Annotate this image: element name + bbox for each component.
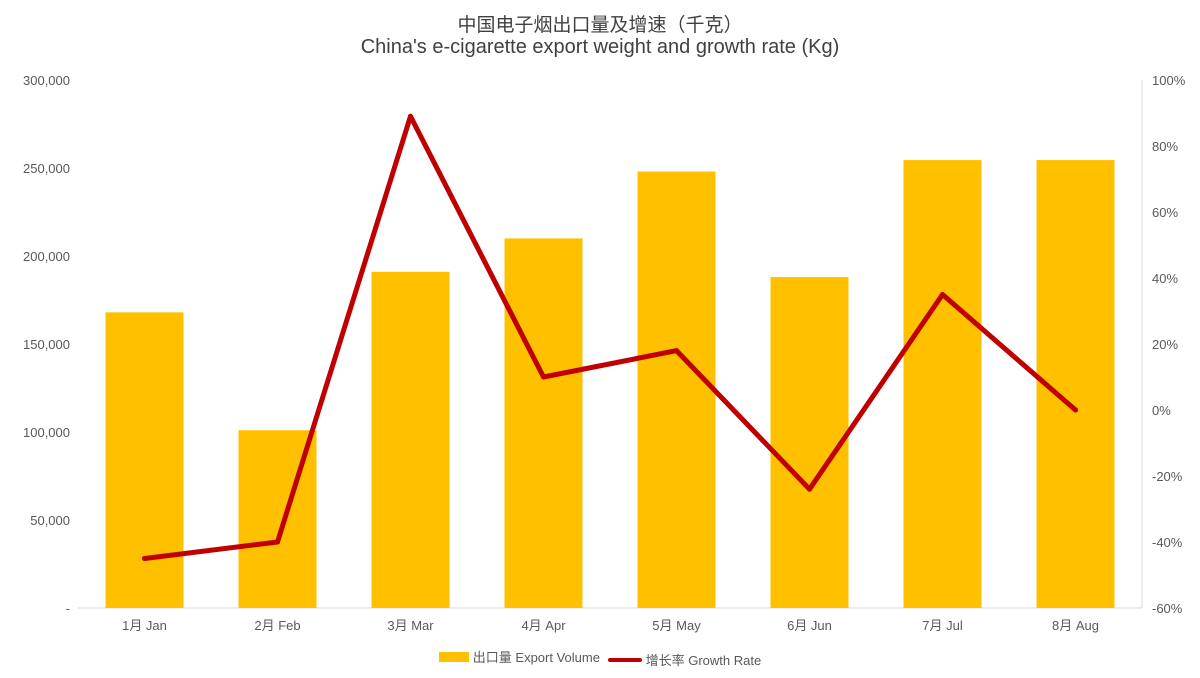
right-tick-label: 100%	[1152, 73, 1186, 88]
right-tick-label: 60%	[1152, 205, 1178, 220]
left-tick-label: 250,000	[23, 161, 70, 176]
point-growth-rate	[807, 486, 812, 492]
chart-title-en: China's e-cigarette export weight and gr…	[360, 36, 840, 58]
right-tick-label: 0%	[1152, 403, 1171, 418]
point-growth-rate	[275, 539, 280, 545]
right-tick-label: -40%	[1152, 535, 1183, 550]
x-tick-label: 7月 Jul	[922, 618, 963, 633]
right-tick-label: -20%	[1152, 469, 1183, 484]
right-tick-label: 80%	[1152, 139, 1178, 154]
bar-export-volume	[1036, 160, 1115, 608]
bar-export-volume	[903, 160, 982, 608]
legend: 出口量 Export Volume 增长率 Growth Rate	[0, 647, 1200, 669]
bar-export-volume	[371, 271, 450, 608]
x-tick-label: 4月 Apr	[521, 618, 566, 633]
legend-swatch-bar	[438, 651, 469, 662]
legend-item-export-volume: 出口量 Export Volume	[438, 647, 600, 666]
legend-label-growth-rate: 增长率 Growth Rate	[645, 653, 762, 668]
x-tick-label: 3月 Mar	[387, 618, 434, 633]
bar-export-volume	[504, 238, 583, 608]
right-tick-label: -60%	[1152, 601, 1183, 616]
x-tick-label: 8月 Aug	[1052, 618, 1099, 633]
point-growth-rate	[940, 292, 945, 297]
bar-export-volume	[105, 312, 184, 608]
legend-label-export-volume: 出口量 Export Volume	[472, 650, 600, 665]
bar-export-volume	[770, 277, 849, 608]
bar-export-volume	[637, 171, 716, 608]
x-tick-label: 6月 Jun	[787, 618, 832, 633]
legend-item-growth-rate: 增长率 Growth Rate	[607, 650, 762, 669]
left-tick-label: -	[66, 601, 70, 616]
line-growth-rate	[142, 113, 1078, 561]
right-tick-label: 20%	[1152, 337, 1178, 352]
point-growth-rate	[674, 348, 679, 354]
left-tick-label: 150,000	[23, 337, 70, 352]
x-tick-label: 1月 Jan	[122, 618, 167, 633]
left-tick-label: 200,000	[23, 249, 70, 264]
left-tick-label: 300,000	[23, 73, 70, 88]
legend-swatch-line	[607, 657, 642, 662]
point-growth-rate	[142, 556, 147, 561]
left-tick-label: 50,000	[30, 513, 70, 528]
point-growth-rate	[408, 113, 413, 119]
point-growth-rate	[541, 374, 546, 380]
x-tick-label: 5月 May	[652, 618, 701, 633]
chart-title-cn: 中国电子烟出口量及增速（千克）	[457, 15, 743, 36]
right-tick-label: 40%	[1152, 271, 1178, 286]
x-tick-label: 2月 Feb	[254, 618, 300, 633]
point-growth-rate	[1073, 407, 1078, 413]
left-tick-label: 100,000	[23, 425, 70, 440]
